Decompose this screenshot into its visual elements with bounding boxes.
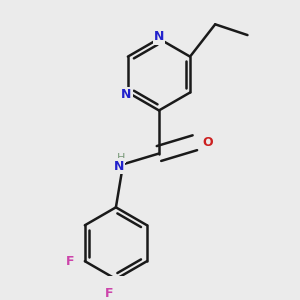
Text: N: N bbox=[121, 88, 131, 101]
Text: H: H bbox=[117, 153, 125, 163]
Text: F: F bbox=[104, 287, 113, 300]
Text: N: N bbox=[114, 160, 124, 172]
Text: N: N bbox=[154, 30, 164, 44]
Text: O: O bbox=[202, 136, 213, 149]
Text: F: F bbox=[66, 255, 75, 268]
